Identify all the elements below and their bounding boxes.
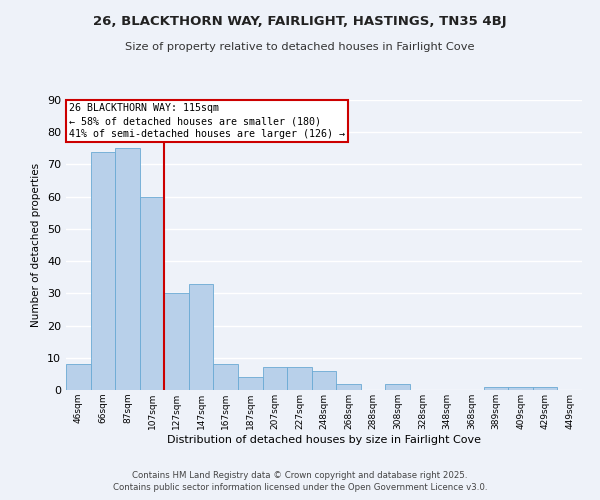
- Bar: [312, 370, 336, 390]
- Bar: [238, 377, 263, 390]
- Bar: [287, 368, 312, 390]
- Text: 26, BLACKTHORN WAY, FAIRLIGHT, HASTINGS, TN35 4BJ: 26, BLACKTHORN WAY, FAIRLIGHT, HASTINGS,…: [93, 15, 507, 28]
- Text: Contains HM Land Registry data © Crown copyright and database right 2025.
Contai: Contains HM Land Registry data © Crown c…: [113, 471, 487, 492]
- Bar: [214, 364, 238, 390]
- Bar: [508, 387, 533, 390]
- Bar: [263, 368, 287, 390]
- Bar: [336, 384, 361, 390]
- Bar: [484, 387, 508, 390]
- Bar: [140, 196, 164, 390]
- Bar: [533, 387, 557, 390]
- Bar: [115, 148, 140, 390]
- Text: Size of property relative to detached houses in Fairlight Cove: Size of property relative to detached ho…: [125, 42, 475, 52]
- Text: 26 BLACKTHORN WAY: 115sqm
← 58% of detached houses are smaller (180)
41% of semi: 26 BLACKTHORN WAY: 115sqm ← 58% of detac…: [68, 103, 344, 140]
- X-axis label: Distribution of detached houses by size in Fairlight Cove: Distribution of detached houses by size …: [167, 434, 481, 444]
- Bar: [66, 364, 91, 390]
- Bar: [91, 152, 115, 390]
- Y-axis label: Number of detached properties: Number of detached properties: [31, 163, 41, 327]
- Bar: [189, 284, 214, 390]
- Bar: [164, 294, 189, 390]
- Bar: [385, 384, 410, 390]
